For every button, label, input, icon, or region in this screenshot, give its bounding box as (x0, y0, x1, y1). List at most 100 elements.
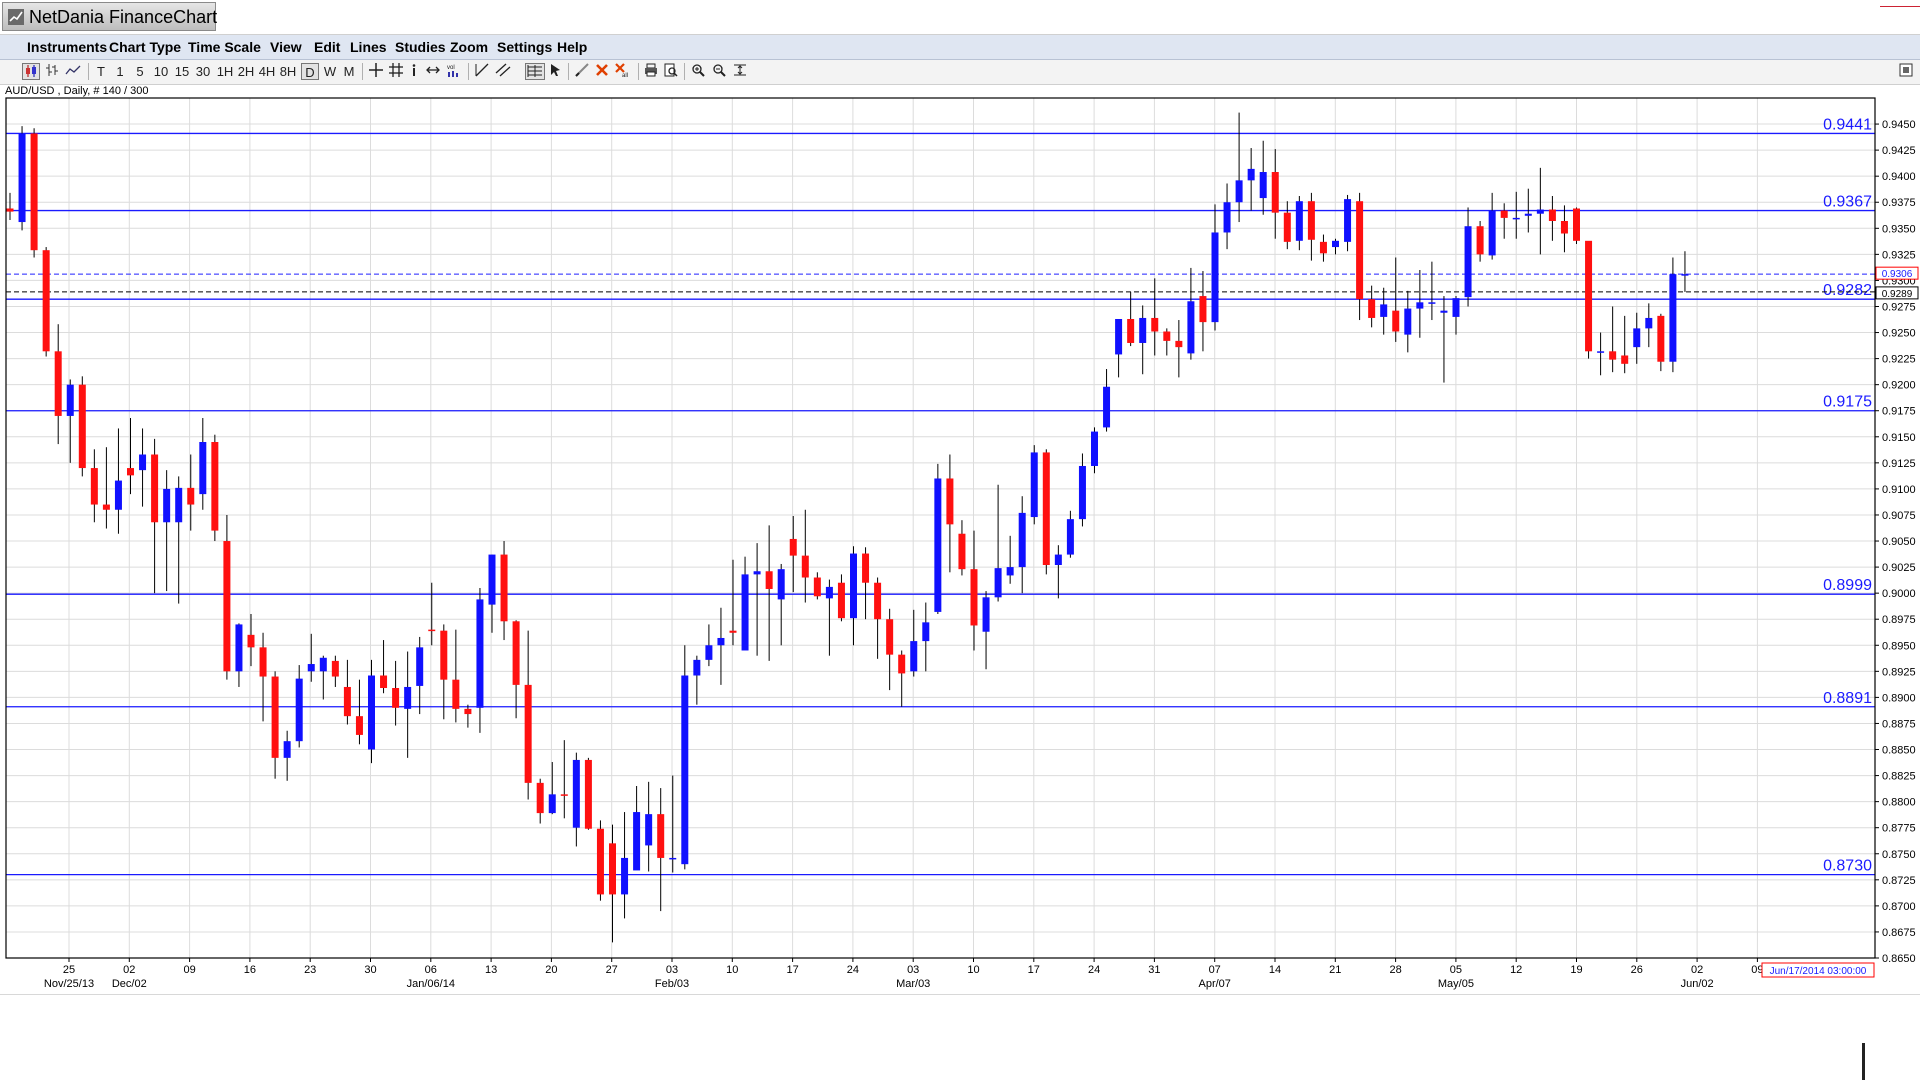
support-resistance-label: 0.8730 (1823, 858, 1872, 875)
menu-studies[interactable]: Studies (395, 39, 446, 55)
menu-edit[interactable]: Edit (314, 39, 341, 55)
window-bottom-border (0, 994, 1920, 995)
candle-body (1440, 310, 1448, 313)
channel-icon[interactable] (494, 63, 512, 80)
resize-grip[interactable] (1862, 1043, 1865, 1080)
candle-body (657, 814, 665, 858)
candle-body (1548, 209, 1556, 222)
candle-body (765, 571, 773, 589)
candle-body (247, 634, 255, 648)
candle-body (42, 250, 50, 352)
interval-10min[interactable]: 10 (153, 64, 169, 79)
candle-body (741, 574, 749, 651)
menu-zoom[interactable]: Zoom (450, 39, 489, 55)
delete-icon[interactable] (594, 63, 610, 80)
toolbar-separator (684, 63, 685, 80)
ask-price-label: 0.9306 (1882, 269, 1913, 280)
candle-body (139, 454, 147, 471)
candle-body (994, 568, 1002, 598)
y-tick-label: 0.8950 (1882, 640, 1916, 652)
toolbar: T 1 5 10 15 30 1H 2H 4H 8H D W M vol all (0, 60, 1920, 85)
app-title: NetDania FinanceChart (29, 7, 218, 27)
y-tick-label: 0.9400 (1882, 171, 1916, 183)
candle-body (705, 645, 713, 660)
candle-body (801, 555, 809, 578)
interval-4h[interactable]: 4H (258, 64, 276, 79)
candle-body (211, 442, 219, 531)
grid-icon[interactable] (388, 63, 404, 80)
app-title-tab[interactable]: NetDania FinanceChart (2, 2, 218, 31)
candle-body (934, 478, 942, 612)
candle-body (1139, 317, 1147, 343)
candle-body (1536, 209, 1544, 214)
interval-8h[interactable]: 8H (279, 64, 297, 79)
candle-body (970, 569, 978, 626)
candle-body (187, 487, 195, 505)
fibonacci-icon[interactable] (525, 63, 545, 80)
candle-body (560, 794, 568, 796)
menu-instruments[interactable]: Instruments (27, 39, 108, 55)
candle-body (1018, 512, 1026, 568)
x-tick-label: 28 (1389, 964, 1401, 976)
line-chart-icon[interactable] (64, 63, 82, 80)
info-icon[interactable] (408, 63, 420, 80)
menu-view[interactable]: View (270, 39, 302, 55)
candle-body (1054, 554, 1062, 566)
zoom-in-icon[interactable] (690, 63, 706, 80)
candlestick-icon[interactable] (22, 63, 40, 80)
menu-time-scale[interactable]: Time Scale (188, 39, 261, 55)
candle-body (151, 454, 159, 523)
candle-body (1187, 301, 1195, 354)
candle-body (18, 133, 26, 223)
menu-help[interactable]: Help (557, 39, 588, 55)
candle-body (1307, 201, 1315, 240)
print-preview-icon[interactable] (663, 63, 679, 80)
candle-body (584, 759, 592, 829)
candle-body (1380, 304, 1388, 317)
interval-5min[interactable]: 5 (136, 64, 144, 79)
interval-30min[interactable]: 30 (195, 64, 211, 79)
candle-body (271, 676, 279, 758)
crosshair-icon[interactable] (368, 63, 384, 80)
interval-tick[interactable]: T (97, 64, 105, 79)
pencil-icon[interactable] (574, 63, 590, 80)
candle-body (1573, 208, 1580, 241)
interval-2h[interactable]: 2H (237, 64, 255, 79)
candle-body (874, 582, 882, 620)
candle-body (1645, 317, 1653, 329)
settings-icon[interactable] (1898, 63, 1914, 80)
zoom-out-icon[interactable] (711, 63, 727, 80)
y-tick-label: 0.8850 (1882, 745, 1916, 757)
zoom-fit-icon[interactable] (732, 63, 748, 80)
menu-lines[interactable]: Lines (350, 39, 387, 55)
candle-body (114, 480, 122, 510)
volume-icon[interactable]: vol (445, 63, 463, 80)
x-tick-label: 10 (726, 964, 738, 976)
interval-1h[interactable]: 1H (216, 64, 234, 79)
interval-weekly[interactable]: W (323, 64, 337, 79)
candle-body (922, 622, 930, 642)
candle-body (500, 554, 508, 622)
price-chart[interactable]: 0.9441 0.9367 0.9282 0.9175 0.8999 0.8891 0.87… (0, 0, 1920, 1000)
arrow-icon[interactable] (549, 63, 563, 80)
interval-daily[interactable]: D (301, 63, 319, 80)
candle-body (488, 554, 496, 605)
print-icon[interactable] (643, 63, 659, 80)
menu-chart-type[interactable]: Chart Type (109, 39, 182, 55)
interval-monthly[interactable]: M (343, 64, 355, 79)
pan-icon[interactable] (424, 63, 442, 80)
delete-all-icon[interactable]: all (614, 63, 632, 80)
interval-1min[interactable]: 1 (116, 64, 124, 79)
y-tick-label: 0.9000 (1882, 588, 1916, 600)
y-tick-label: 0.9350 (1882, 223, 1916, 235)
menu-settings[interactable]: Settings (497, 39, 553, 55)
bar-chart-icon[interactable] (44, 63, 60, 80)
interval-15min[interactable]: 15 (174, 64, 190, 79)
y-tick-label: 0.9075 (1882, 510, 1916, 522)
candle-body (1681, 274, 1689, 276)
candle-body (1295, 201, 1303, 241)
trendline-icon[interactable] (474, 63, 490, 80)
support-resistance-label: 0.9175 (1823, 394, 1872, 411)
y-tick-label: 0.8775 (1882, 823, 1916, 835)
toolbar-separator (638, 63, 639, 80)
